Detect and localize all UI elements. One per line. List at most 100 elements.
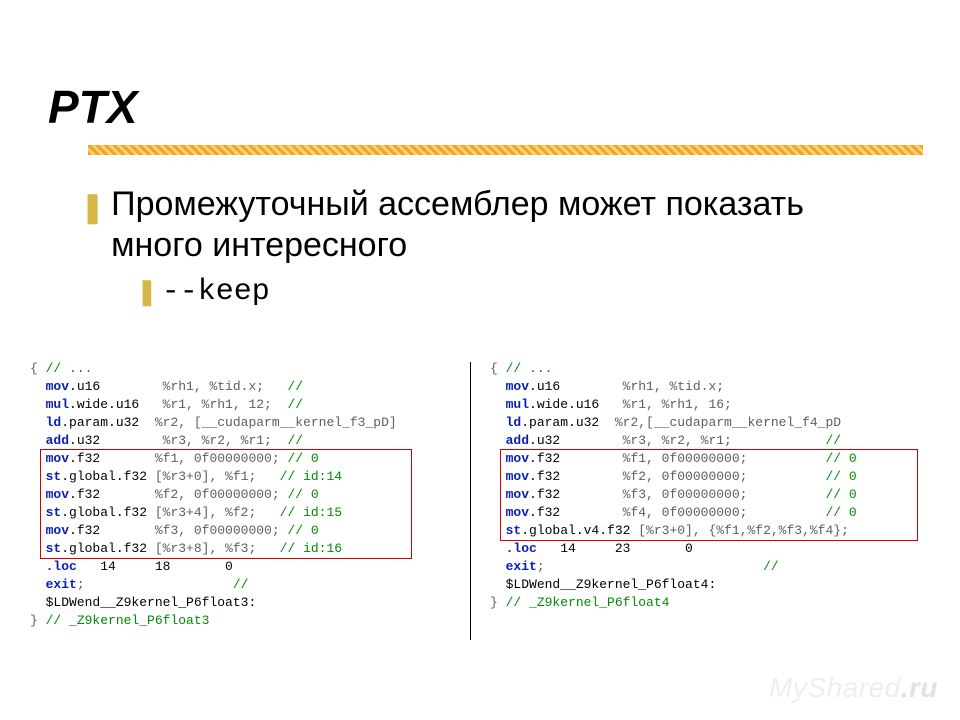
code-line: .loc 14 23 0 [490,540,930,558]
code-text: .wide.u16 [69,397,163,412]
code-line: mul.wide.u16 %r1, %rh1, 16; [490,396,930,414]
code-dim: %r1, %rh1, 12; [163,397,288,412]
code-comment: // [233,577,249,592]
code-dim [30,559,46,574]
code-line: st.global.f32 [%r3+4], %f2; // id:15 [30,504,460,522]
bullet-2-text: --keep [162,275,270,309]
code-dim [490,469,506,484]
code-text: .wide.u16 [529,397,623,412]
code-keyword: mov [46,523,69,538]
code-dim [30,433,46,448]
code-keyword: mul [46,397,69,412]
code-dim: %f4, 0f00000000; [623,505,826,520]
code-keyword: exit [46,577,77,592]
code-comment: // [287,397,303,412]
code-comment: // 0 [825,487,856,502]
code-dim: ; [77,577,233,592]
code-keyword: st [506,523,522,538]
code-dim [30,487,46,502]
code-keyword: mov [506,487,529,502]
code-line: mov.f32 %f3, 0f00000000; // 0 [490,486,930,504]
code-line: add.u32 %r3, %r2, %r1; // [490,432,930,450]
code-comment: // 0 [287,487,318,502]
code-keyword: mov [46,379,69,394]
code-line: } // _Z9kernel_P6float3 [30,612,460,630]
code-comment: // 0 [287,451,318,466]
code-dim: %f1, 0f00000000; [623,451,826,466]
code-line: st.global.f32 [%r3+8], %f3; // id:16 [30,540,460,558]
code-dim [30,451,46,466]
code-line: $LDWend__Z9kernel_P6float3: [30,594,460,612]
code-dim [490,505,506,520]
code-dim [490,433,506,448]
code-line: $LDWend__Z9kernel_P6float4: [490,576,930,594]
code-keyword: mov [506,451,529,466]
square-bullet-icon: ❚ [136,276,158,307]
code-dim [30,541,46,556]
code-column-left: { // ... mov.u16 %rh1, %tid.x; // mul.wi… [30,360,460,630]
code-keyword: mov [46,451,69,466]
code-comment: // 0 [287,523,318,538]
code-text: .u16 [529,379,623,394]
code-text: .f32 [529,451,623,466]
code-text: .global.f32 [61,541,155,556]
code-text: .global.f32 [61,505,155,520]
square-bullet-icon: ❚ [80,188,105,227]
code-line: .loc 14 18 0 [30,558,460,576]
code-text: .u32 [529,433,623,448]
code-dim [30,397,46,412]
code-dim [30,595,46,610]
code-comment: // 0 [825,469,856,484]
code-text: .f32 [69,451,155,466]
code-text: .u32 [69,433,163,448]
code-column-right: { // ... mov.u16 %rh1, %tid.x; mul.wide.… [490,360,930,630]
code-text: .f32 [529,487,623,502]
code-dim: %f2, 0f00000000; [623,469,826,484]
code-comment: // id:14 [280,469,342,484]
code-keyword: exit [506,559,537,574]
code-keyword: .loc [506,541,537,556]
code-keyword: st [46,541,62,556]
code-dim [490,541,506,556]
code-line: mov.f32 %f1, 0f00000000; // 0 [30,450,460,468]
code-dim: ; [537,559,763,574]
code-line: st.global.f32 [%r3+0], %f1; // id:14 [30,468,460,486]
code-dim: [%r3+8], %f3; [155,541,280,556]
code-text: $LDWend__Z9kernel_P6float4: [506,577,717,592]
code-dim [490,379,506,394]
column-divider [470,362,471,640]
code-text: .param.u32 [521,415,615,430]
body-text: ❚ Промежуточный ассемблер может показать… [80,184,900,309]
code-text: .f32 [529,505,623,520]
code-dim: %f2, 0f00000000; [155,487,288,502]
code-keyword: .loc [46,559,77,574]
code-text: .u16 [69,379,163,394]
code-text: $LDWend__Z9kernel_P6float3: [46,595,257,610]
code-keyword: st [46,505,62,520]
code-line: ld.param.u32 %r2, [__cudaparm__kernel_f3… [30,414,460,432]
code-line: { // ... [490,360,930,378]
code-text: 14 18 0 [77,559,233,574]
code-line: { // ... [30,360,460,378]
slide-title: PTX [48,80,137,134]
title-rule-bar [88,145,923,155]
code-dim [30,379,46,394]
bullet-level-2: ❚ --keep [136,275,900,309]
code-text: .f32 [69,487,155,502]
ptx-listing-float4: { // ... mov.u16 %rh1, %tid.x; mul.wide.… [490,360,930,612]
code-line: mov.f32 %f4, 0f00000000; // 0 [490,504,930,522]
code-line: ld.param.u32 %r2,[__cudaparm__kernel_f4_… [490,414,930,432]
code-dim: %r3, %r2, %r1; [163,433,288,448]
code-dim: } [30,613,46,628]
code-text: .f32 [529,469,623,484]
code-dim: %f1, 0f00000000; [155,451,288,466]
code-comment: // ... [46,361,93,376]
code-keyword: mov [46,487,69,502]
code-comment: // [825,433,841,448]
watermark-main: MyShared [769,672,901,703]
code-keyword: mul [506,397,529,412]
code-dim [490,451,506,466]
watermark: MyShared.ru [769,672,938,704]
code-dim [490,577,506,592]
code-comment: // id:15 [280,505,342,520]
